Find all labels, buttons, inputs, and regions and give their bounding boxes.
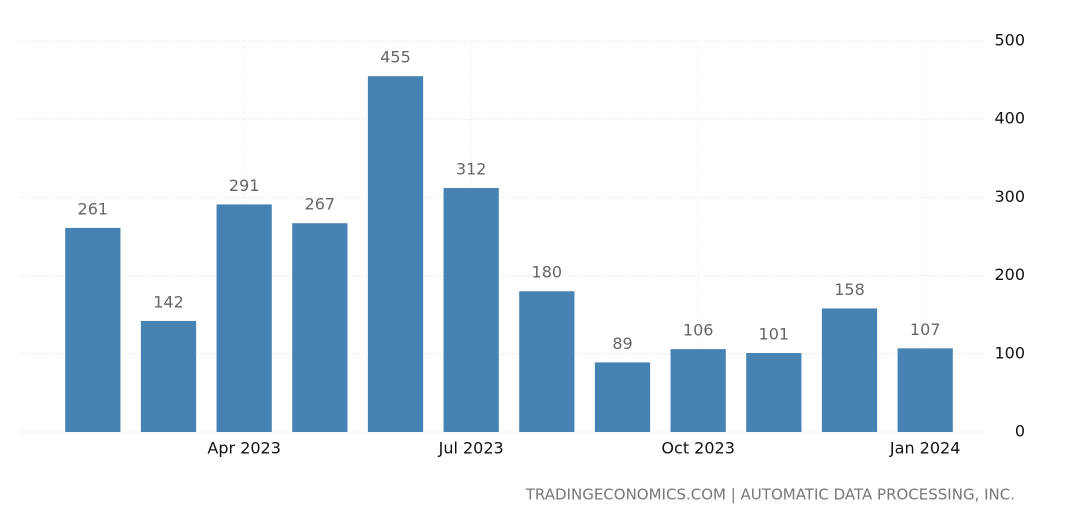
y-tick-label: 100	[994, 343, 1025, 362]
value-label: 101	[759, 325, 790, 344]
value-label: 267	[305, 195, 336, 214]
value-label: 455	[380, 48, 411, 67]
value-label: 312	[456, 160, 487, 179]
bar	[443, 188, 499, 432]
x-tick-label: Jan 2024	[889, 439, 960, 458]
value-label: 89	[612, 334, 632, 353]
y-tick-label: 300	[994, 187, 1025, 206]
bar	[367, 76, 424, 432]
bar	[670, 349, 726, 432]
bar	[897, 348, 953, 432]
y-tick-label: 200	[994, 265, 1025, 284]
bar	[746, 353, 802, 432]
value-label: 291	[229, 176, 260, 195]
value-label: 106	[683, 321, 714, 340]
bar	[65, 227, 121, 432]
x-tick-label: Jul 2023	[438, 439, 504, 458]
bar	[821, 308, 878, 432]
y-tick-label: 500	[994, 31, 1025, 50]
bar	[216, 204, 272, 432]
value-label: 142	[153, 292, 184, 311]
y-tick-label: 400	[994, 109, 1025, 128]
value-label: 261	[78, 199, 109, 218]
bar	[594, 362, 651, 432]
value-label: 107	[910, 320, 941, 339]
bar	[140, 320, 197, 432]
value-label: 180	[532, 263, 563, 282]
source: TRADINGECONOMICS.COM | AUTOMATIC DATA PR…	[525, 486, 1015, 504]
bar	[519, 291, 575, 432]
x-tick-label: Apr 2023	[207, 439, 280, 458]
bar	[292, 223, 348, 432]
x-tick-label: Oct 2023	[661, 439, 734, 458]
y-tick-label: 0	[1015, 422, 1025, 441]
value-label: 158	[834, 280, 865, 299]
